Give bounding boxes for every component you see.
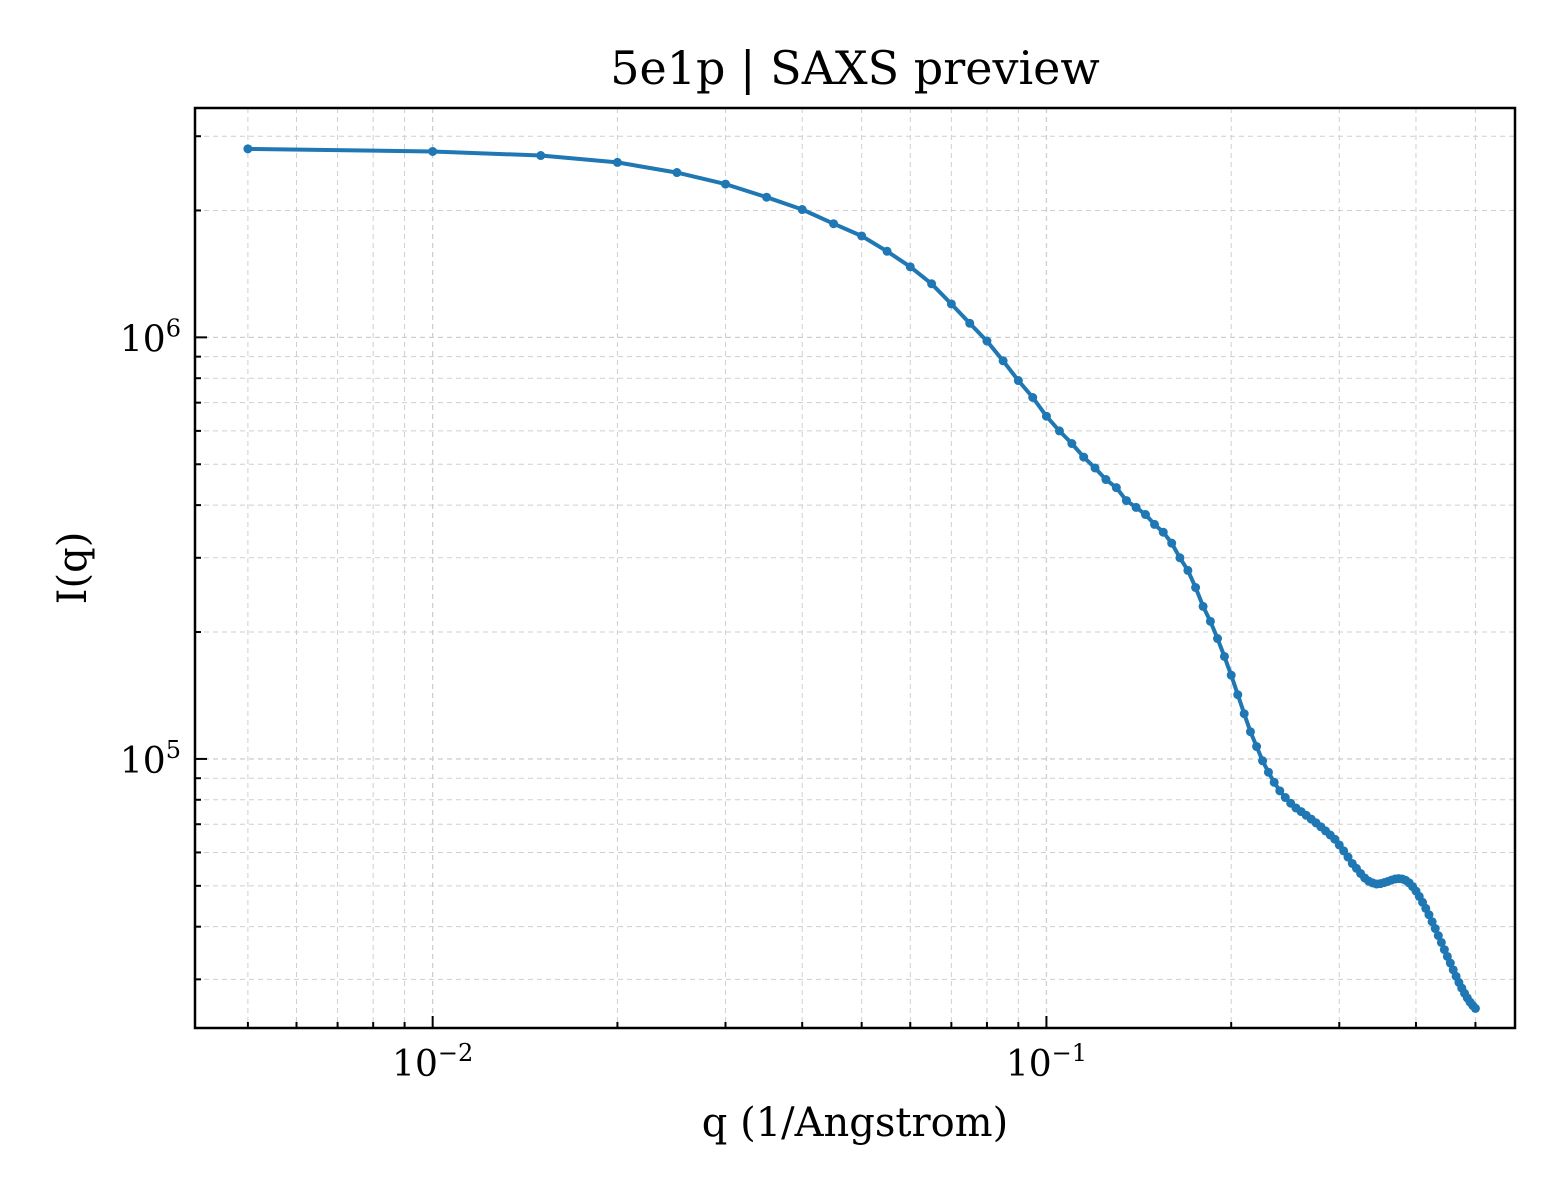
data-point xyxy=(946,299,956,309)
data-point xyxy=(243,144,253,154)
data-point xyxy=(1275,786,1285,796)
data-point xyxy=(1140,510,1150,520)
data-point xyxy=(882,246,892,256)
data-point xyxy=(762,192,772,202)
data-point xyxy=(1158,527,1168,537)
x-tick-label: 10−1 xyxy=(1006,1039,1087,1085)
axis-ticks: 10−2 10−1 105 106 xyxy=(120,135,1477,1085)
data-point xyxy=(905,262,915,272)
data-point xyxy=(612,157,622,167)
data-point xyxy=(1191,583,1201,593)
data-point xyxy=(857,231,867,241)
grid xyxy=(195,108,1515,1028)
data-point xyxy=(1198,601,1208,611)
data-point xyxy=(1252,742,1262,752)
data-point xyxy=(1111,483,1121,493)
data-point xyxy=(1205,616,1215,626)
data-point xyxy=(428,146,438,156)
data-point xyxy=(1028,393,1038,403)
data-point xyxy=(998,356,1008,366)
data-point xyxy=(1090,463,1100,473)
data-point xyxy=(1067,439,1077,449)
x-axis-label: q (1/Angstrom) xyxy=(702,1100,1008,1146)
data-point xyxy=(927,279,937,289)
data-point xyxy=(1131,502,1141,512)
data-point xyxy=(1280,793,1290,803)
data-point xyxy=(1470,1003,1480,1013)
data-point xyxy=(1121,496,1131,506)
data-point xyxy=(672,168,682,178)
data-point xyxy=(536,151,546,161)
data-point xyxy=(797,205,807,215)
data-point xyxy=(1433,931,1443,941)
data-point xyxy=(1436,937,1446,947)
data-point xyxy=(1219,651,1229,661)
data-point xyxy=(1430,924,1440,934)
chart-title: 5e1p | SAXS preview xyxy=(610,41,1100,95)
data-point xyxy=(1263,767,1273,777)
data-point xyxy=(1424,910,1434,920)
y-axis-label: I(q) xyxy=(50,532,96,605)
data-point xyxy=(965,318,975,328)
data-point xyxy=(1183,565,1193,575)
data-point xyxy=(1245,727,1255,737)
data-point xyxy=(1445,958,1455,968)
data-point xyxy=(721,179,731,189)
data-point xyxy=(1079,452,1089,462)
data-point xyxy=(1233,690,1243,700)
data-point xyxy=(1427,917,1437,927)
x-tick-label: 10−2 xyxy=(392,1039,473,1085)
data-point xyxy=(1226,670,1236,680)
data-point xyxy=(1258,756,1268,766)
data-point xyxy=(1213,634,1223,644)
data-point xyxy=(829,219,839,229)
data-point xyxy=(1239,709,1249,719)
data-point xyxy=(1167,538,1177,548)
data-point xyxy=(1439,945,1449,955)
y-tick-label: 105 xyxy=(120,736,181,782)
data-point xyxy=(1013,376,1023,386)
data-point xyxy=(1041,411,1051,421)
data-point xyxy=(1343,852,1353,862)
data-point xyxy=(1054,426,1064,436)
plot-frame xyxy=(193,106,1517,1030)
data-point xyxy=(1175,553,1185,563)
data-point xyxy=(1269,777,1279,787)
data-point xyxy=(982,336,992,346)
data-point xyxy=(1101,475,1111,485)
y-tick-label: 106 xyxy=(120,314,181,360)
series-line xyxy=(243,144,1480,1013)
data-point xyxy=(1150,519,1160,529)
